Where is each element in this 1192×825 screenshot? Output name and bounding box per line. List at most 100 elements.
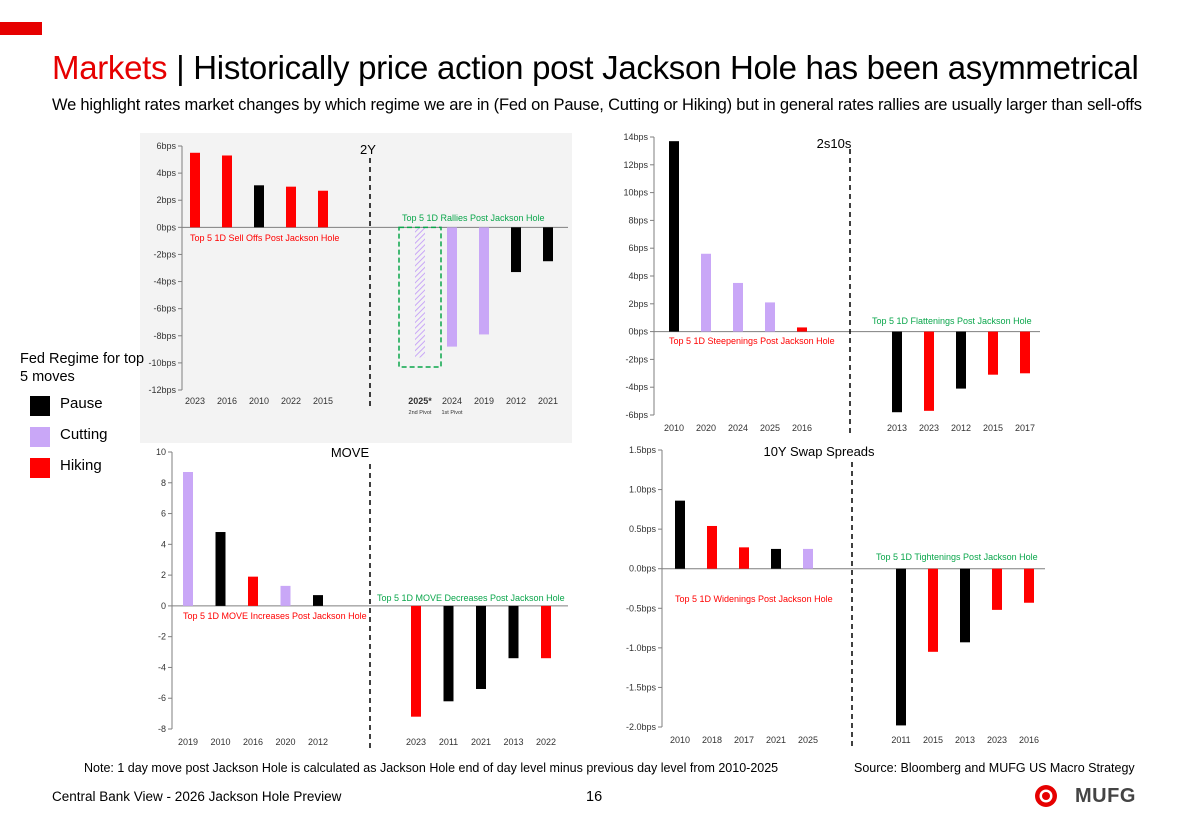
- y-tick-label: 2bps: [628, 299, 648, 309]
- chart-2y-panel: -12bps -10bps -8bps -6bps -4bps -2bps 0bps 2bps…: [140, 133, 572, 445]
- bar-right-2021: [543, 227, 553, 262]
- bar-right-2013: [892, 331, 902, 413]
- x-tick-label: 2021: [538, 396, 558, 406]
- title-prefix: Markets: [52, 49, 168, 86]
- y-tick-label: -6: [158, 693, 166, 703]
- x-tick-label: 2016: [792, 423, 812, 433]
- title-rest: | Historically price action post Jackson…: [167, 49, 1139, 86]
- bar-right-2017: [1020, 331, 1030, 374]
- footer-title: Central Bank View - 2026 Jackson Hole Pr…: [52, 789, 342, 804]
- x-tick-label: 2022: [281, 396, 301, 406]
- footnote: Note: 1 day move post Jackson Hole is ca…: [84, 761, 779, 775]
- x-tick-label: 2012: [506, 396, 526, 406]
- chart-swap-spreads-panel: -2.0bps -1.5bps -1.0bps -0.5bps 0.0bps 0.5bps…: [600, 440, 1045, 752]
- x-tick-label: 2017: [734, 735, 754, 745]
- y-tick-label: 2bps: [156, 195, 176, 205]
- bar-left-2025: [765, 302, 775, 332]
- right-annotation: Top 5 1D Rallies Post Jackson Hole: [402, 213, 545, 223]
- bar-left-2023: [190, 152, 200, 228]
- bar-left-2019: [183, 472, 193, 606]
- x-tick-label: 2023: [406, 737, 426, 747]
- x-tick-label: 2025: [798, 735, 818, 745]
- legend-label-pause: Pause: [60, 395, 103, 412]
- bar-right-2011: [443, 605, 454, 702]
- bar-right-2016: [1024, 568, 1034, 603]
- bar-right-2013: [960, 568, 970, 643]
- y-tick-label: -4bps: [153, 277, 176, 287]
- y-tick-label: 8: [161, 478, 166, 488]
- x-tick-label: 2010: [210, 737, 230, 747]
- y-tick-label: -4: [158, 662, 166, 672]
- bar-left-2012: [313, 595, 323, 606]
- y-tick-label: 0bps: [628, 327, 648, 337]
- bar-right-2015: [988, 331, 998, 375]
- x-tick-label: 2019: [474, 396, 494, 406]
- bar-left-2010: [254, 185, 264, 228]
- chart-swap-spreads: -2.0bps -1.5bps -1.0bps -0.5bps 0.0bps 0.5bps…: [626, 444, 1045, 747]
- x-tick-label: 2012: [951, 423, 971, 433]
- x-tick-label: 2010: [670, 735, 690, 745]
- page-number: 16: [586, 789, 603, 805]
- legend-swatch-cutting: [30, 427, 50, 447]
- y-tick-label: -6bps: [153, 304, 176, 314]
- bar-right-2022: [541, 605, 551, 659]
- bar-right-2015: [928, 568, 938, 652]
- bar-right-2012: [511, 227, 521, 273]
- y-tick-label: 10: [156, 447, 166, 457]
- y-tick-label: 8bps: [628, 215, 648, 225]
- y-tick-label: -2bps: [153, 249, 176, 259]
- x-tick-label: 2012: [308, 737, 328, 747]
- regime-legend: Fed Regime for top 5 moves Pause Cutting…: [20, 350, 150, 485]
- x-tick-label: 2010: [664, 423, 684, 433]
- bar-left-2022: [286, 186, 296, 228]
- y-tick-label: 1.0bps: [629, 485, 657, 495]
- x-tick-label: 2023: [185, 396, 205, 406]
- bar-left-2016: [248, 576, 258, 606]
- left-annotation: Top 5 1D MOVE Increases Post Jackson Hol…: [183, 611, 367, 621]
- chart-2y: -12bps -10bps -8bps -6bps -4bps -2bps 0bps 2bps…: [148, 141, 568, 416]
- x-tick-label: 2011: [891, 735, 910, 745]
- accent-bar: [0, 22, 42, 35]
- mufg-logo: MUFG: [1033, 783, 1148, 809]
- bar-left-2010: [669, 141, 679, 332]
- x-tick-label: 2016: [217, 396, 237, 406]
- x-tick-label: 2025: [760, 423, 780, 433]
- bar-right-2023: [924, 331, 934, 411]
- x-tick-label: 2013: [503, 737, 523, 747]
- page-subtitle: We highlight rates market changes by whi…: [52, 96, 1142, 114]
- legend-swatch-pause: [30, 396, 50, 416]
- page-title: Markets | Historically price action post…: [52, 48, 1139, 88]
- bar-left-2020: [280, 585, 291, 606]
- y-tick-label: -4bps: [625, 382, 648, 392]
- y-tick-label: 14bps: [623, 132, 648, 142]
- x-tick-label: 2016: [1019, 735, 1039, 745]
- y-tick-label: -10bps: [148, 358, 176, 368]
- y-tick-label: 4bps: [156, 168, 176, 178]
- x-tick-label: 2021: [766, 735, 786, 745]
- y-tick-label: 10bps: [623, 188, 648, 198]
- chart-move: -8 -6 -4 -2 0 2 4 6 8 10 MOVE Top 5 1D MOVE Increas…: [156, 445, 568, 749]
- x-tick-label: 2019: [178, 737, 198, 747]
- y-tick-label: 0bps: [156, 222, 176, 232]
- bar-right-2025star: [415, 227, 425, 358]
- x-tick-label: 2025*: [408, 396, 432, 406]
- y-tick-label: -0.5bps: [626, 603, 657, 613]
- y-tick-label: -6bps: [625, 410, 648, 420]
- source-note: Source: Bloomberg and MUFG US Macro Stra…: [854, 761, 1135, 775]
- y-tick-label: 6: [161, 509, 166, 519]
- y-tick-label: 0.5bps: [629, 524, 657, 534]
- legend-swatch-hiking: [30, 458, 50, 478]
- x-tick-label: 2015: [313, 396, 333, 406]
- x-tick-label: 2015: [923, 735, 943, 745]
- legend-label-cutting: Cutting: [60, 426, 108, 443]
- y-tick-label: 6bps: [156, 141, 176, 151]
- x-tick-label: 2011: [439, 737, 458, 747]
- right-annotation: Top 5 1D Tightenings Post Jackson Hole: [876, 552, 1038, 562]
- highlight-box-2025: [398, 226, 442, 368]
- chart-2s10s-panel: -6bps -4bps -2bps 0bps 2bps 4bps 6bps 8bps 10bps…: [600, 130, 1045, 438]
- bar-right-2011: [896, 568, 906, 726]
- y-tick-label: -2: [158, 632, 166, 642]
- x-tick-label: 2020: [696, 423, 716, 433]
- y-tick-label: -1.5bps: [626, 682, 657, 692]
- legend-label-hiking: Hiking: [60, 457, 102, 474]
